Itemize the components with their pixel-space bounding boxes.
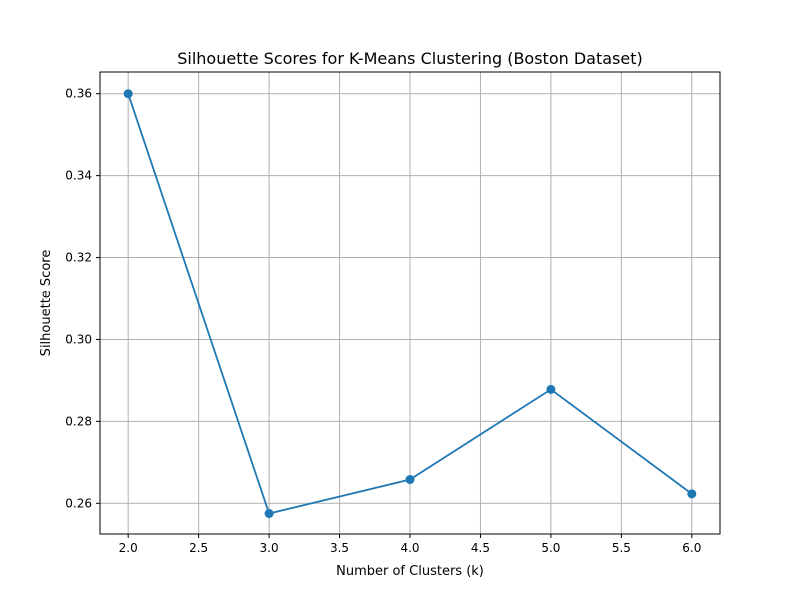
y-tick-label: 0.30 <box>65 332 92 346</box>
series-layer <box>123 89 697 519</box>
data-point <box>546 384 556 394</box>
grid <box>100 72 720 534</box>
x-tick-label: 2.5 <box>189 541 208 555</box>
x-tick-label: 3.0 <box>260 541 279 555</box>
data-point <box>405 475 415 485</box>
x-tick-label: 2.0 <box>119 541 138 555</box>
x-tick-label: 5.5 <box>612 541 631 555</box>
y-tick-label: 0.34 <box>65 169 92 183</box>
axis-ticks: 2.0 2.5 3.0 3.5 4.0 4.5 5.0 5.5 6.0 0.26 0.28 0.30 0… <box>65 87 701 555</box>
chart-title: Silhouette Scores for K-Means Clustering… <box>177 49 643 68</box>
x-axis-label: Number of Clusters (k) <box>336 564 484 579</box>
x-tick-label: 5.0 <box>541 541 560 555</box>
data-point <box>123 89 133 99</box>
data-point <box>264 509 274 519</box>
y-tick-label: 0.36 <box>65 87 92 101</box>
y-axis-label: Silhouette Score <box>39 250 54 357</box>
x-tick-label: 3.5 <box>330 541 349 555</box>
x-tick-label: 4.5 <box>471 541 490 555</box>
x-tick-label: 6.0 <box>682 541 701 555</box>
y-tick-label: 0.32 <box>65 251 92 265</box>
x-tick-label: 4.0 <box>400 541 419 555</box>
y-tick-label: 0.28 <box>65 414 92 428</box>
data-point <box>687 489 697 499</box>
y-tick-label: 0.26 <box>65 496 92 510</box>
